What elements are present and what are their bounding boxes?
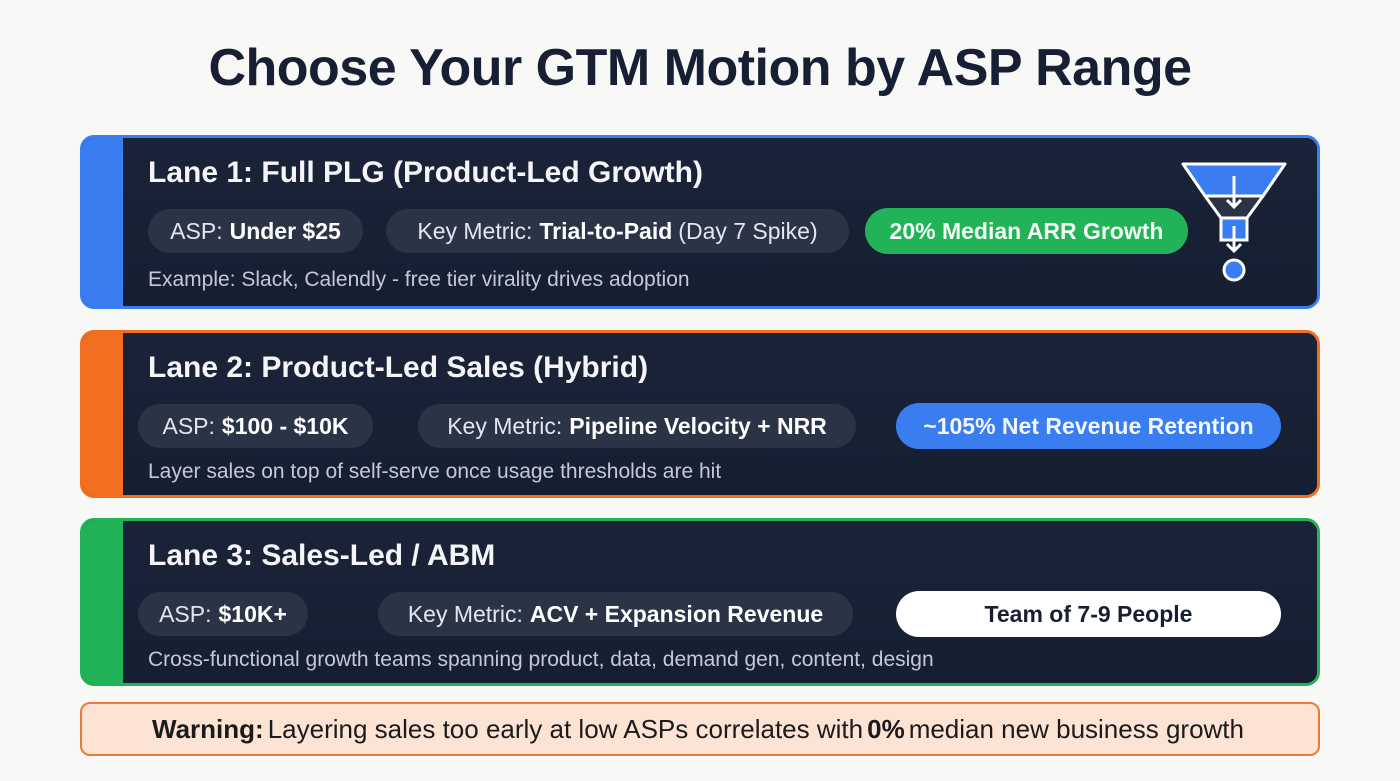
metric-value: Trial-to-Paid — [539, 217, 673, 244]
lane-1-accent-bar — [83, 138, 123, 306]
lane-2-card: Lane 2: Product-Led Sales (Hybrid) ASP: … — [80, 330, 1320, 498]
asp-label: ASP: — [170, 217, 223, 244]
lane-1-title: Lane 1: Full PLG (Product-Led Growth) — [148, 156, 703, 189]
lane-1-growth-badge: 20% Median ARR Growth — [865, 208, 1188, 254]
lane-3-card: Lane 3: Sales-Led / ABM ASP: $10K+ Key M… — [80, 518, 1320, 686]
lane-3-asp-chip: ASP: $10K+ — [138, 592, 308, 636]
lane-3-accent-bar — [83, 521, 123, 683]
metric-value: Pipeline Velocity + NRR — [569, 412, 827, 439]
lane-3-team-badge: Team of 7-9 People — [896, 591, 1281, 637]
metric-label: Key Metric: — [447, 412, 563, 439]
warning-text-after: median new business growth — [908, 713, 1244, 744]
warning-label: Warning: — [152, 713, 264, 744]
lane-1-asp-chip: ASP: Under $25 — [148, 209, 363, 253]
metric-label: Key Metric: — [407, 600, 523, 627]
warning-highlight: 0% — [867, 713, 905, 744]
lane-2-title: Lane 2: Product-Led Sales (Hybrid) — [148, 351, 649, 384]
asp-value: $10K+ — [218, 600, 287, 627]
lane-2-asp-chip: ASP: $100 - $10K — [138, 404, 373, 448]
funnel-icon — [1181, 162, 1287, 282]
metric-value: ACV + Expansion Revenue — [529, 600, 824, 627]
asp-label: ASP: — [159, 600, 212, 627]
lane-1-description: Example: Slack, Calendly - free tier vir… — [148, 268, 690, 291]
metric-note: (Day 7 Spike) — [678, 217, 818, 244]
metric-label: Key Metric: — [417, 217, 533, 244]
page-title: Choose Your GTM Motion by ASP Range — [208, 39, 1192, 97]
lane-2-accent-bar — [83, 333, 123, 495]
warning-text-before: Layering sales too early at low ASPs cor… — [267, 713, 864, 744]
asp-value: Under $25 — [229, 217, 341, 244]
lane-1-card: Lane 1: Full PLG (Product-Led Growth) AS… — [80, 135, 1320, 309]
lane-1-metric-chip: Key Metric: Trial-to-Paid (Day 7 Spike) — [386, 209, 849, 253]
lane-2-metric-chip: Key Metric: Pipeline Velocity + NRR — [418, 404, 856, 448]
lane-2-nrr-badge: ~105% Net Revenue Retention — [896, 403, 1281, 449]
asp-value: $100 - $10K — [221, 412, 349, 439]
lane-3-description: Cross-functional growth teams spanning p… — [148, 648, 934, 671]
warning-banner: Warning: Layering sales too early at low… — [80, 702, 1320, 756]
lane-2-description: Layer sales on top of self-serve once us… — [148, 460, 722, 483]
lane-3-title: Lane 3: Sales-Led / ABM — [148, 539, 496, 572]
lane-3-metric-chip: Key Metric: ACV + Expansion Revenue — [378, 592, 853, 636]
asp-label: ASP: — [162, 412, 215, 439]
